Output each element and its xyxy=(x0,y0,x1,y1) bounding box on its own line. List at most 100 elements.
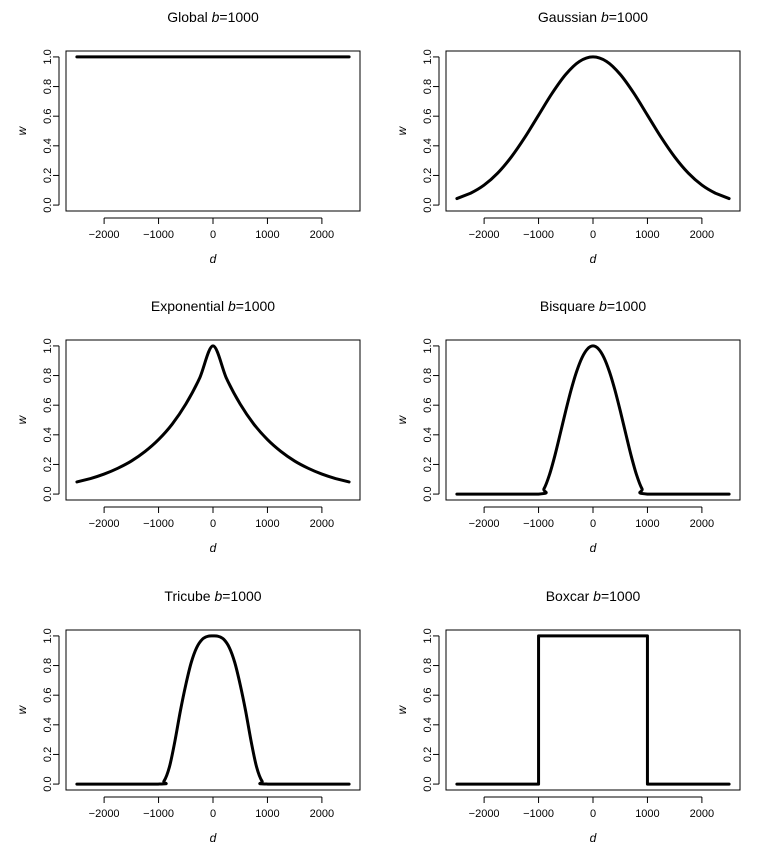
x-tick-label: −1000 xyxy=(143,518,174,530)
y-tick-label: 0.4 xyxy=(422,717,434,732)
y-tick-label: 1.0 xyxy=(422,628,434,643)
y-tick-label: 0.6 xyxy=(42,688,54,703)
y-axis-label: w xyxy=(15,414,29,424)
x-tick-label: −1000 xyxy=(523,229,554,241)
panel-title-value: =1000 xyxy=(219,9,259,25)
weight-curve-series-0 xyxy=(455,55,731,201)
panel-title-variable: b xyxy=(595,298,607,314)
panel-title: Bisquare b=1000 xyxy=(540,298,646,314)
panel-title-name: Bisquare xyxy=(540,298,595,314)
x-tick-label: −2000 xyxy=(89,229,120,241)
y-tick-label: 0.4 xyxy=(422,138,434,153)
panel-title: Exponential b=1000 xyxy=(151,298,275,314)
x-tick-label: 2000 xyxy=(690,518,714,530)
plot-frame xyxy=(65,339,361,501)
x-tick-label: 1000 xyxy=(255,808,279,820)
y-tick-label: 0.6 xyxy=(42,398,54,413)
y-tick-label: 0.2 xyxy=(42,457,54,472)
x-tick-label: 0 xyxy=(210,808,216,820)
x-tick-label: 0 xyxy=(590,808,596,820)
x-tick-label: −1000 xyxy=(143,229,174,241)
panel-title-variable: b xyxy=(597,9,609,25)
x-tick-label: −2000 xyxy=(469,808,500,820)
panel-5: Boxcar b=1000 −2000 −1000 0 1000 2000 d 0.0 0.2 0… xyxy=(395,588,741,845)
y-tick-label: 0.8 xyxy=(42,658,54,673)
x-tick-label: 1000 xyxy=(255,229,279,241)
x-tick-label: −1000 xyxy=(143,808,174,820)
x-tick-label: −2000 xyxy=(89,808,120,820)
y-tick-label: 0.0 xyxy=(42,776,54,791)
panel-2: Exponential b=1000 −2000 −1000 0 1000 2000 d 0.… xyxy=(15,298,361,555)
y-tick-label: 0.8 xyxy=(422,79,434,94)
panel-0: Global b=1000 −2000 −1000 0 1000 2000 d 0.0 0.2 0… xyxy=(15,9,361,266)
y-tick-label: 0.2 xyxy=(422,457,434,472)
y-tick-label: 1.0 xyxy=(42,628,54,643)
y-tick-label: 0.4 xyxy=(422,427,434,442)
x-tick-label: −2000 xyxy=(469,518,500,530)
y-tick-label: 0.6 xyxy=(422,398,434,413)
panel-title-value: =1000 xyxy=(607,298,647,314)
panel-title-variable: b xyxy=(211,588,223,604)
x-tick-label: 1000 xyxy=(635,229,659,241)
plot-frame xyxy=(445,339,741,501)
plot-frame xyxy=(445,50,741,212)
weight-curve-series-0 xyxy=(455,344,731,496)
y-tick-label: 0.8 xyxy=(422,368,434,383)
x-tick-label: 2000 xyxy=(310,518,334,530)
x-tick-label: 0 xyxy=(590,229,596,241)
panel-title-value: =1000 xyxy=(222,588,262,604)
weight-curve-series-0 xyxy=(75,634,351,786)
panel-title: Gaussian b=1000 xyxy=(538,9,648,25)
y-tick-label: 0.4 xyxy=(42,717,54,732)
y-tick-label: 0.6 xyxy=(422,109,434,124)
y-tick-label: 0.2 xyxy=(422,747,434,762)
y-axis-label: w xyxy=(395,125,409,135)
y-axis-label: w xyxy=(395,704,409,714)
x-tick-label: −2000 xyxy=(469,229,500,241)
x-tick-label: 2000 xyxy=(310,229,334,241)
x-tick-label: 2000 xyxy=(690,808,714,820)
x-tick-label: 1000 xyxy=(255,518,279,530)
x-axis-label: d xyxy=(210,541,217,555)
x-tick-label: 2000 xyxy=(310,808,334,820)
y-tick-label: 0.4 xyxy=(42,138,54,153)
y-tick-label: 0.8 xyxy=(42,79,54,94)
panel-title-variable: b xyxy=(224,298,236,314)
weight-curve-series-0 xyxy=(455,634,731,786)
x-axis-label: d xyxy=(210,831,217,845)
plot-frame xyxy=(65,629,361,791)
x-axis-label: d xyxy=(210,252,217,266)
x-tick-label: 2000 xyxy=(690,229,714,241)
y-axis-label: w xyxy=(15,125,29,135)
panel-title-name: Exponential xyxy=(151,298,224,314)
y-tick-label: 1.0 xyxy=(42,49,54,64)
plot-frame xyxy=(65,50,361,212)
y-axis-label: w xyxy=(395,414,409,424)
y-tick-label: 0.4 xyxy=(42,427,54,442)
y-tick-label: 1.0 xyxy=(422,338,434,353)
panel-title: Boxcar b=1000 xyxy=(546,588,641,604)
panel-title-variable: b xyxy=(208,9,220,25)
y-axis-label: w xyxy=(15,704,29,714)
panel-3: Bisquare b=1000 −2000 −1000 0 1000 2000 d 0.0 0.… xyxy=(395,298,741,555)
plot-frame xyxy=(445,629,741,791)
panel-title: Tricube b=1000 xyxy=(164,588,261,604)
x-tick-label: 0 xyxy=(210,229,216,241)
panel-title-name: Global xyxy=(167,9,207,25)
panel-title-value: =1000 xyxy=(601,588,641,604)
x-tick-label: 1000 xyxy=(635,808,659,820)
x-axis-label: d xyxy=(590,252,597,266)
panel-title-name: Gaussian xyxy=(538,9,597,25)
y-tick-label: 0.2 xyxy=(422,168,434,183)
y-tick-label: 0.6 xyxy=(42,109,54,124)
x-tick-label: 0 xyxy=(210,518,216,530)
panel-title-name: Tricube xyxy=(164,588,210,604)
x-axis-label: d xyxy=(590,831,597,845)
panel-title-value: =1000 xyxy=(236,298,276,314)
x-tick-label: −2000 xyxy=(89,518,120,530)
y-tick-label: 0.8 xyxy=(422,658,434,673)
y-tick-label: 0.0 xyxy=(42,486,54,501)
y-tick-label: 0.2 xyxy=(42,168,54,183)
x-axis-label: d xyxy=(590,541,597,555)
